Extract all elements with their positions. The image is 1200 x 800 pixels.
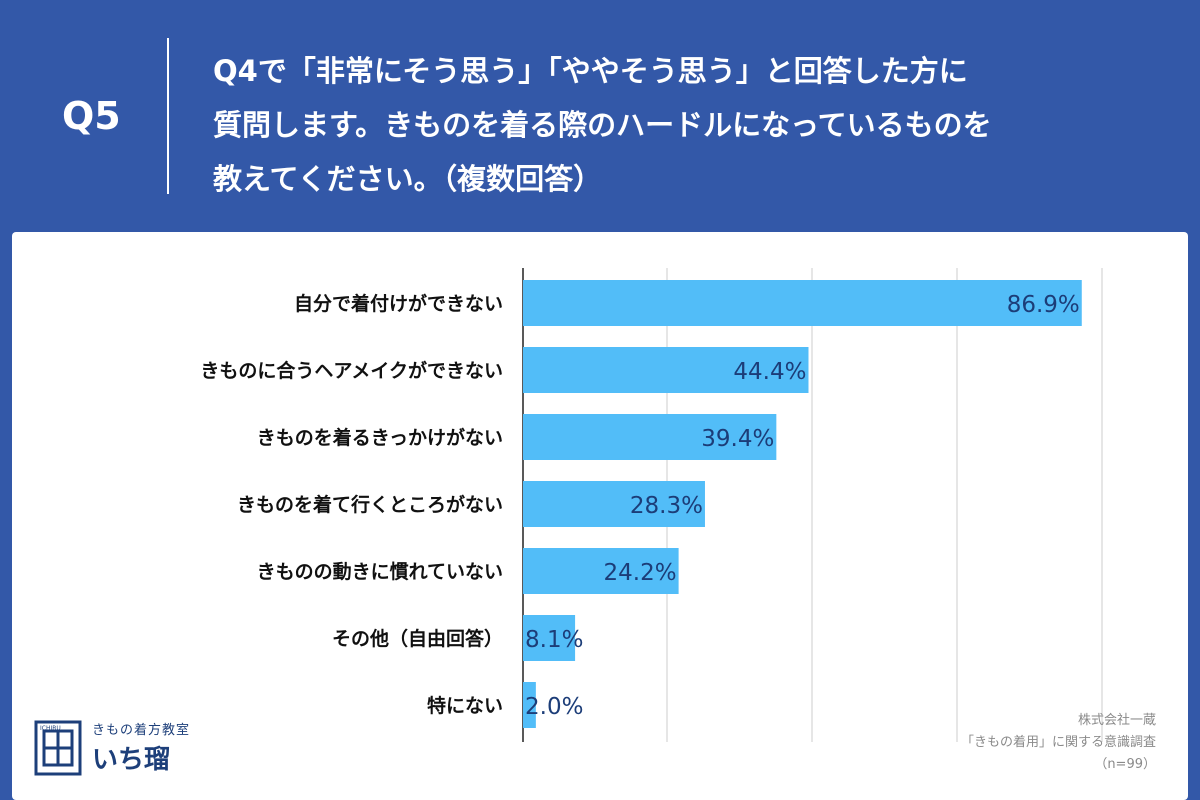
logo-mark-icon: ICHIRU	[34, 720, 82, 776]
header-divider	[167, 38, 169, 194]
category-label-4: きものを着て行くところがない	[237, 493, 503, 516]
logo-name: いち瑠	[92, 745, 171, 775]
value-label-5: 24.2%	[604, 560, 677, 586]
value-label-3: 39.4%	[701, 426, 774, 452]
logo-side-text: ICHIRU	[40, 725, 61, 732]
category-label-1: 自分で着付けができない	[294, 292, 503, 315]
category-label-5: きものの動きに慣れていない	[257, 560, 503, 583]
logo-subtitle: きもの着方教室	[92, 723, 191, 738]
category-label-7: 特にない	[427, 695, 503, 717]
category-label-6: その他（自由回答）	[332, 627, 503, 650]
source-survey: 「きもの着用」に関する意識調査	[960, 735, 1156, 750]
bar-3	[523, 414, 777, 460]
bar-7	[523, 682, 536, 728]
source-sample-size: （n=99）	[1094, 757, 1156, 772]
bar-6	[523, 615, 576, 661]
source-note: 株式会社一蔵 「きもの着用」に関する意識調査 （n=99）	[961, 710, 1156, 776]
value-label-4: 28.3%	[630, 493, 703, 519]
chart-panel: 自分で着付けができない 86.9% きものに合うヘアメイクができない 44.4% きもの…	[12, 232, 1188, 800]
company-logo: ICHIRU きもの着方教室 いち瑠	[34, 719, 194, 783]
bar-5	[523, 548, 679, 594]
question-number: Q5	[62, 94, 121, 138]
value-label-6: 8.1%	[525, 627, 583, 653]
bar-chart: 自分で着付けができない 86.9% きものに合うヘアメイクができない 44.4% きもの…	[200, 268, 1103, 742]
question-text: Q4で「非常にそう思う」「ややそう思う」と回答した方に 質問します。きものを着る…	[213, 54, 992, 196]
value-label-2: 44.4%	[733, 359, 806, 385]
category-label-3: きものを着るきっかけがない	[257, 426, 503, 449]
bar-4	[523, 481, 705, 527]
bar-1	[523, 280, 1082, 326]
header: Q5 Q4で「非常にそう思う」「ややそう思う」と回答した方に 質問します。きもの…	[0, 0, 1200, 232]
source-company: 株式会社一蔵	[1077, 713, 1156, 728]
value-label-1: 86.9%	[1007, 292, 1080, 318]
bar-2	[523, 347, 809, 393]
value-label-7: 2.0%	[525, 694, 583, 720]
category-label-2: きものに合うヘアメイクができない	[200, 359, 503, 382]
